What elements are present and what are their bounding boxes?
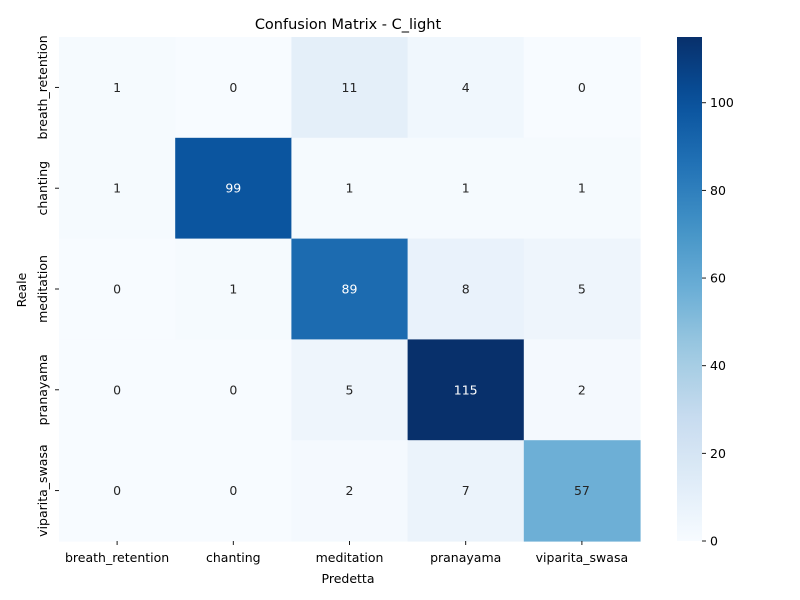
cell-value: 0 [113, 282, 121, 297]
heatmap-cells [59, 37, 641, 542]
cell-value: 0 [229, 382, 237, 397]
colorbar-gradient [677, 37, 702, 541]
cell-value: 1 [462, 181, 470, 196]
heatmap-cell [59, 339, 176, 441]
heatmap-cell [175, 137, 292, 240]
cell-value: 0 [229, 483, 237, 498]
y-tick-label: meditation [35, 255, 50, 323]
heatmap-cell [59, 440, 176, 542]
cell-value-labels: 1 0 11 4 01 99 1 1 10 1 89 8 50 0 5 115 20 0 2 7 57 [113, 80, 590, 498]
cell-value: 5 [346, 382, 354, 397]
x-tick-label: breath_retention [65, 550, 169, 565]
cell-value: 0 [113, 382, 121, 397]
cell-value: 5 [578, 282, 586, 297]
heatmap-cell [523, 137, 641, 240]
x-tick-label: viparita_swasa [536, 550, 628, 565]
y-axis: breath_retention chanting meditation pranay… [35, 35, 59, 537]
heatmap-cell [291, 37, 409, 139]
cell-value: 2 [578, 382, 586, 397]
cell-value: 0 [229, 80, 237, 95]
cell-value: 1 [113, 181, 121, 196]
cell-value: 11 [342, 80, 358, 95]
colorbar-tick-label: 0 [710, 534, 718, 549]
cell-value: 89 [342, 282, 358, 297]
colorbar-tick-label: 40 [710, 358, 726, 373]
heatmap-cell [523, 440, 641, 542]
chart-title: Confusion Matrix - C_light [255, 17, 442, 33]
y-axis-label: Reale [14, 272, 29, 307]
heatmap-cell [407, 440, 525, 542]
x-axis: breath_retention chanting meditation pranay… [65, 541, 628, 565]
heatmap-cell [407, 238, 525, 340]
heatmap-cell [407, 339, 525, 441]
heatmap-cell [175, 37, 292, 139]
cell-value: 1 [229, 282, 237, 297]
y-tick-label: chanting [35, 161, 50, 216]
heatmap-cell [291, 440, 409, 542]
x-tick-label: meditation [316, 550, 384, 565]
colorbar-tick-label: 80 [710, 183, 726, 198]
colorbar: 0 20 40 60 80 100 [677, 37, 734, 549]
heatmap-cell [291, 238, 409, 340]
heatmap-cell [291, 339, 409, 441]
cell-value: 1 [113, 80, 121, 95]
cell-value: 57 [574, 483, 590, 498]
cell-value: 1 [346, 181, 354, 196]
cell-value: 7 [462, 483, 470, 498]
heatmap-cell [59, 37, 176, 139]
heatmap-cell [175, 238, 292, 340]
cell-value: 115 [454, 382, 478, 397]
colorbar-tick-label: 100 [710, 95, 734, 110]
colorbar-tick-label: 60 [710, 271, 726, 286]
heatmap-cell [407, 37, 525, 139]
cell-value: 99 [225, 181, 241, 196]
heatmap-cell [523, 37, 641, 139]
cell-value: 4 [462, 80, 470, 95]
cell-value: 8 [462, 282, 470, 297]
heatmap-cell [59, 137, 176, 240]
colorbar-tick-label: 20 [710, 446, 726, 461]
heatmap-cell [59, 238, 176, 340]
y-tick-label: pranayama [35, 354, 50, 425]
heatmap-cell [291, 137, 409, 240]
x-tick-label: pranayama [430, 550, 501, 565]
cell-value: 0 [113, 483, 121, 498]
heatmap-cell [523, 238, 641, 340]
heatmap-cell [523, 339, 641, 441]
y-tick-label: viparita_swasa [35, 444, 50, 536]
heatmap-cell [175, 339, 292, 441]
x-axis-label: Predetta [322, 571, 375, 586]
cell-value: 0 [578, 80, 586, 95]
heatmap-cell [175, 440, 292, 542]
x-tick-label: chanting [206, 550, 261, 565]
cell-value: 1 [578, 181, 586, 196]
heatmap-cell [407, 137, 525, 240]
y-tick-label: breath_retention [35, 35, 50, 139]
cell-value: 2 [346, 483, 354, 498]
